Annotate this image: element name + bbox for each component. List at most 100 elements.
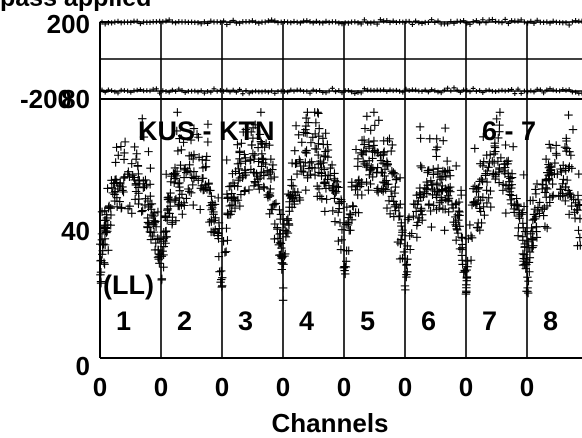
amplitude-point — [321, 129, 330, 138]
amplitude-point — [283, 228, 293, 238]
amplitude-point — [364, 142, 374, 151]
amplitude-point — [368, 172, 377, 182]
amplitude-point — [564, 110, 573, 120]
amplitude-point — [479, 132, 488, 142]
amplitude-point — [492, 114, 501, 124]
amplitude-point — [250, 150, 260, 160]
xtick-label: 0 — [276, 372, 290, 402]
phase-point — [470, 19, 476, 25]
amplitude-point — [373, 184, 383, 193]
amplitude-point — [268, 200, 278, 210]
amplitude-point — [533, 206, 542, 216]
phase-point — [298, 87, 303, 93]
amplitude-point — [294, 130, 303, 140]
amplitude-point — [550, 158, 560, 168]
phase-point — [336, 20, 342, 26]
phase-point — [470, 86, 476, 91]
amplitude-point — [495, 163, 504, 173]
phase-point — [246, 19, 252, 25]
amplitude-point — [181, 168, 191, 177]
amplitude-point — [395, 254, 405, 264]
amplitude-point — [335, 218, 345, 228]
amplitude-point — [438, 204, 448, 214]
amplitude-point — [303, 108, 312, 117]
phase-point — [461, 18, 467, 24]
phase-point — [387, 87, 393, 93]
amplitude-point — [237, 139, 246, 148]
phase-point — [358, 21, 364, 27]
amplitude-point — [134, 199, 143, 209]
phase-point — [195, 89, 201, 95]
amplitude-point — [372, 186, 382, 195]
amplitude-point — [486, 186, 495, 196]
amplitude-point — [562, 136, 571, 146]
amplitude-point — [526, 196, 535, 205]
phase-point — [314, 88, 319, 94]
phase-point — [544, 87, 550, 93]
amplitude-point — [208, 227, 218, 236]
amplitude-point — [196, 184, 206, 193]
amplitude-point — [532, 222, 541, 231]
amplitude-point — [575, 214, 582, 223]
amplitude-point — [102, 210, 111, 219]
amplitude-point — [432, 142, 442, 152]
amplitude-point — [177, 145, 186, 155]
amplitude-point — [554, 191, 563, 200]
phase-point — [211, 86, 217, 92]
amplitude-point — [337, 225, 347, 234]
x-axis-label: Channels — [271, 408, 388, 438]
amplitude-point — [432, 152, 441, 161]
amplitude-point — [508, 142, 518, 151]
amplitude-point — [391, 175, 401, 184]
xtick-label: 0 — [398, 372, 412, 402]
amplitude-point — [520, 227, 530, 236]
amplitude-point — [488, 170, 498, 180]
amplitude-point — [114, 151, 123, 160]
phase-point — [202, 90, 207, 96]
amplitude-point — [260, 183, 269, 193]
phase-point — [566, 87, 572, 93]
phase-point — [281, 18, 287, 25]
amplitude-point — [295, 195, 305, 205]
amplitude-point — [529, 210, 539, 219]
phase-point — [128, 89, 134, 95]
amplitude-point — [546, 165, 556, 174]
amplitude-point — [189, 200, 198, 210]
amplitude-point — [130, 142, 139, 152]
amplitude-point — [235, 148, 244, 157]
phase-point — [112, 19, 118, 25]
amplitude-point — [575, 201, 582, 210]
amplitude-point — [225, 201, 235, 211]
amplitude-point — [139, 132, 149, 142]
amplitude-point — [314, 168, 324, 177]
amplitude-point — [221, 247, 231, 256]
phase-point — [262, 19, 268, 25]
amplitude-point — [404, 213, 414, 222]
amplitude-point — [388, 140, 397, 150]
amplitude-point — [330, 194, 339, 203]
amplitude-point — [125, 201, 134, 211]
amplitude-point — [372, 168, 381, 177]
amplitude-point — [214, 252, 224, 261]
amplitude-point — [223, 208, 232, 218]
phase-point — [154, 86, 159, 92]
amplitude-point — [144, 147, 153, 156]
amplitude-point — [244, 185, 254, 195]
amplitude-point — [452, 199, 461, 208]
amplitude-point — [395, 173, 405, 183]
amplitude-point — [482, 198, 492, 208]
phase-point — [272, 90, 278, 96]
amplitude-point — [277, 265, 286, 274]
phase-point — [477, 20, 483, 26]
amplitude-point — [149, 227, 159, 237]
amplitude-point — [175, 178, 184, 188]
amplitude-point — [290, 146, 299, 155]
amplitude-point — [426, 206, 435, 216]
phase-point — [198, 21, 204, 27]
phase-point — [381, 87, 386, 93]
amplitude-point — [565, 162, 574, 171]
amplitude-point — [384, 196, 394, 206]
amplitude-point — [239, 127, 248, 137]
phase-point — [409, 21, 415, 28]
subband-label: 7 — [482, 306, 497, 336]
